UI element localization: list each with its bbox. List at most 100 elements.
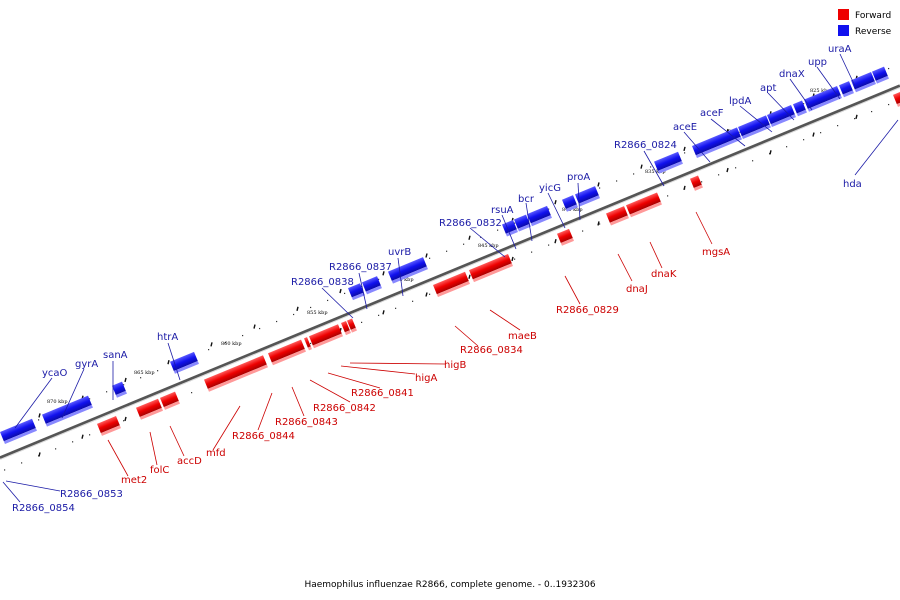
scale-dot [820,132,822,134]
scale-dot [803,139,805,141]
reverse-gene-block[interactable] [0,418,37,445]
reverse-gene-block[interactable] [804,86,842,112]
reverse-gene-block[interactable] [42,395,93,427]
gene-label-mfd: mfd [206,448,226,459]
reverse-gene-block[interactable] [362,276,382,295]
scale-dot [276,320,278,323]
scale-tick [339,288,342,294]
scale-dot [786,146,788,148]
reverse-gene-block[interactable] [348,283,365,301]
scale-dot [650,166,652,168]
forward-gene-block[interactable] [469,254,513,283]
reverse-gene-block[interactable] [562,195,578,212]
tick-label: 860 kbp [221,341,242,347]
reverse-gene-block[interactable] [851,71,876,93]
gene-label-R2866_0829: R2866_0829 [556,305,619,316]
legend: Forward Reverse [838,9,892,37]
reverse-gene-block[interactable] [692,127,742,158]
forward-gene-block[interactable] [433,271,470,298]
scale-dot [361,321,363,323]
scale-dot [89,398,91,400]
scale-dot [89,434,91,436]
scale-dot [888,67,890,70]
scale-dot [293,313,295,316]
scale-dot [55,448,57,450]
scale-tick [683,185,686,191]
scale-dot [633,173,635,175]
scale-dot [412,300,414,302]
reverse-gene-block[interactable] [738,115,771,139]
scale-dot [582,230,584,232]
legend-forward-swatch [838,9,849,20]
scale-dot [548,208,550,210]
gene-label-yicG: yicG [539,183,561,194]
gene-label-R2866_0837: R2866_0837 [329,262,392,273]
tick-label: 865 kbp [134,370,155,376]
forward-gene-block[interactable] [97,416,121,436]
forward-gene-block[interactable] [347,318,357,333]
gene-label-folC: folC [150,465,169,476]
gene-label-dnaX: dnaX [779,69,805,80]
forward-gene-block[interactable] [136,398,163,420]
forward-gene-block[interactable] [204,355,268,392]
gene-label-lpdA: lpdA [729,96,751,107]
gene-label-higA: higA [415,373,437,384]
forward-gene-block[interactable] [160,391,180,410]
scale-tick [296,306,299,311]
scale-tick [253,324,256,329]
forward-gene-block[interactable] [309,324,343,349]
forward-gene-block[interactable] [304,337,312,351]
forward-gene-block[interactable] [893,92,900,107]
scale-tick [38,452,41,457]
map-caption: Haemophilus influenzae R2866, complete g… [304,580,595,590]
scale-tick [597,182,600,187]
scale-dot [378,314,380,316]
reverse-gene-block[interactable] [527,205,552,227]
tick-label: 870 kbp [47,399,68,405]
forward-gene-block[interactable] [341,320,351,336]
scale-dot [327,299,329,302]
reverse-gene-block[interactable] [112,381,127,398]
forward-gene-block[interactable] [626,192,662,218]
gene-label-R2866_0842: R2866_0842 [313,403,376,414]
gene-label-aceF: aceF [700,108,724,119]
scale-dot [871,110,873,113]
scale-dot [429,257,431,259]
forward-gene-block[interactable] [268,339,306,366]
reverse-gene-block[interactable] [793,100,807,117]
gene-label-uvrB: uvrB [388,247,411,258]
scale-dot [106,391,108,393]
gene-label-R2866_0832: R2866_0832 [439,218,502,229]
scale-dot [803,103,805,105]
scale-tick [554,200,557,205]
forward-gene-block[interactable] [606,206,629,226]
scale-dot [4,469,6,471]
scale-tick [425,292,428,297]
forward-gene-block[interactable] [690,175,703,191]
reverse-gene-block[interactable] [654,151,683,174]
reverse-gene-block[interactable] [575,186,600,207]
gene-label-apt: apt [760,83,776,94]
scale-tick [425,253,428,258]
scale-tick [81,434,84,439]
scale-dot [701,181,703,183]
scale-dot [191,392,193,394]
forward-gene-block[interactable] [557,228,574,246]
scale-dot [123,384,125,386]
reverse-gene-block[interactable] [872,66,889,84]
gene-label-htrA: htrA [157,332,178,343]
gene-label-bcr: bcr [518,194,535,205]
reverse-gene-block[interactable] [170,351,199,374]
tick-label: 845 kbp [478,243,499,249]
scale-dot [123,420,125,422]
scale-dot [446,250,448,252]
scale-dot [514,222,516,224]
reverse-gene-block[interactable] [767,105,796,127]
scale-tick [468,274,471,279]
scale-dot [463,243,465,245]
reverse-gene-block[interactable] [514,214,531,232]
scale-dot [429,293,431,295]
gene-label-uraA: uraA [828,44,852,55]
reverse-gene-block[interactable] [839,81,854,98]
